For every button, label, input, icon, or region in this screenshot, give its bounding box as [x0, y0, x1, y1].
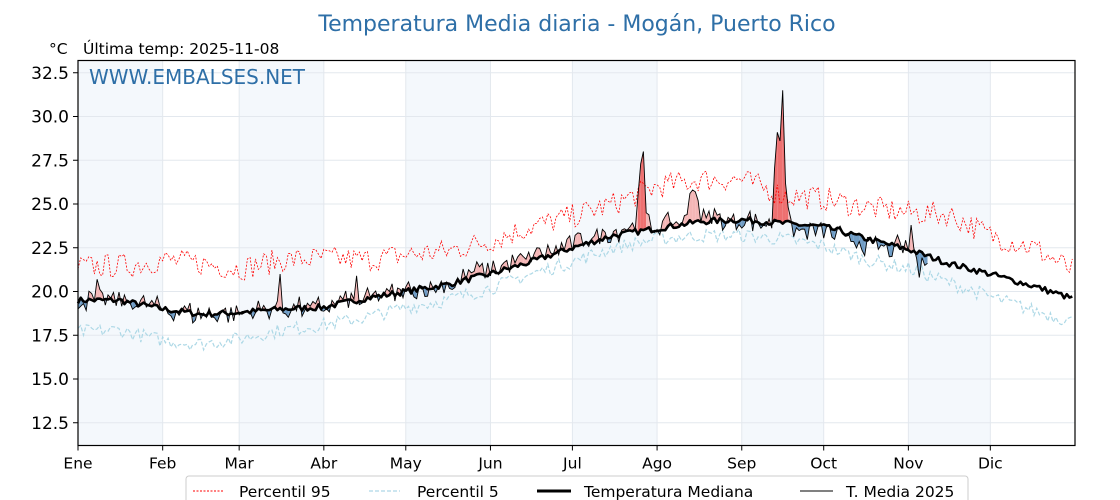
x-tick-label: Oct — [810, 455, 837, 473]
plot-frame — [77, 59, 1076, 447]
x-tick-label: Feb — [149, 455, 176, 473]
fill-above-median — [476, 261, 480, 275]
fill-below-median — [924, 254, 928, 266]
chart-title: Temperatura Media diaria - Mogán, Puerto… — [317, 12, 835, 37]
legend-label-p95: Percentil 95 — [239, 483, 331, 500]
fill-above-median — [640, 151, 644, 231]
fill-above-median — [706, 211, 709, 224]
x-tick-label: Ago — [642, 455, 672, 473]
x-tick-label: May — [390, 455, 422, 473]
series-percentil-95 — [77, 170, 1073, 281]
month-shade — [239, 60, 324, 446]
y-tick-label: 32.5 — [31, 64, 69, 84]
x-tick-label: Mar — [225, 455, 255, 473]
y-tick-label: 12.5 — [31, 414, 69, 434]
fill-above-median — [577, 232, 581, 246]
series-percentil-5 — [77, 227, 1073, 352]
x-tick-label: Abr — [310, 455, 337, 473]
y-tick-label: 20.0 — [31, 283, 69, 303]
y-tick-label: 15.0 — [31, 370, 69, 390]
fill-above-median — [525, 252, 529, 266]
y-tick-label: 25.0 — [31, 195, 69, 215]
fill-above-median — [594, 229, 597, 245]
fill-below-median — [170, 311, 174, 321]
fill-below-median — [859, 233, 862, 250]
x-tick-label: Dic — [978, 455, 1003, 473]
fill-above-median — [629, 222, 633, 232]
fill-above-median — [673, 221, 677, 228]
month-shade — [78, 60, 163, 446]
legend-label-median: Temperatura Mediana — [583, 483, 753, 500]
series-lines — [76, 90, 1073, 352]
fill-above-median — [662, 216, 666, 231]
y-tick-label: 30.0 — [31, 108, 69, 128]
fill-above-median — [637, 163, 641, 235]
month-shading — [78, 60, 991, 446]
fill-above-median — [689, 190, 693, 224]
last-update-label: Última temp: 2025-11-08 — [83, 39, 279, 58]
unit-label: °C — [49, 40, 68, 58]
fill-above-median — [97, 279, 100, 299]
fill-above-median — [575, 232, 578, 246]
x-tick-label: Jul — [562, 455, 582, 473]
fill-below-median — [831, 229, 835, 240]
fill-above-median — [534, 247, 537, 260]
month-shade — [572, 60, 658, 446]
x-axis: Ene Feb Mar Abr May Jun Jul Ago Sep Oct Nov Dic — [63, 445, 1003, 473]
fill-below-median — [214, 314, 218, 322]
fill-above-median — [692, 190, 696, 224]
fill-below-median — [853, 233, 857, 249]
fill-above-median — [777, 132, 780, 222]
fill-below-median — [856, 233, 860, 249]
y-tick-label: 17.5 — [31, 326, 69, 346]
fill-above-median — [779, 90, 783, 224]
y-axis: 12.5 15.0 17.5 20.0 22.5 25.0 27.5 30.0 32.5 — [31, 64, 78, 434]
series-t-media-2025 — [77, 90, 928, 325]
fill-above-median — [99, 289, 103, 300]
x-tick-label: Jun — [477, 455, 502, 473]
series-temperatura-mediana — [76, 216, 1073, 318]
legend-box — [185, 475, 969, 500]
fill-above-median — [566, 235, 570, 252]
x-tick-label: Sep — [727, 455, 756, 473]
x-tick-label: Nov — [893, 455, 923, 473]
y-tick-label: 27.5 — [31, 151, 69, 171]
y-tick-label: 22.5 — [31, 239, 69, 259]
legend-label-current: T. Media 2025 — [845, 483, 954, 500]
legend-label-p5: Percentil 5 — [417, 483, 499, 500]
x-tick-label: Ene — [63, 455, 92, 473]
fill-below-median — [889, 243, 892, 257]
fill-above-median — [646, 212, 649, 229]
fill-above-median — [506, 260, 510, 273]
legend: Percentil 95 Percentil 5 Temperatura Med… — [185, 475, 969, 500]
watermark: WWW.EMBALSES.NET — [89, 65, 306, 89]
